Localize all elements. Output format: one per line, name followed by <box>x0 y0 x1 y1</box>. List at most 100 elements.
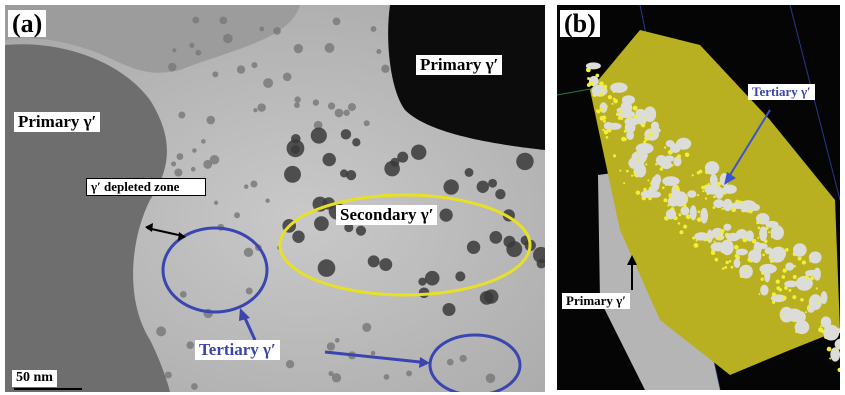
particle <box>666 140 675 147</box>
particle <box>223 34 233 44</box>
particle <box>327 342 335 350</box>
particle <box>172 48 176 52</box>
particle <box>651 176 660 191</box>
particle <box>713 196 716 199</box>
particle <box>830 347 840 361</box>
particle <box>603 85 607 89</box>
particle <box>318 259 336 277</box>
particle <box>838 368 842 372</box>
particle <box>739 200 742 203</box>
particle <box>785 262 794 270</box>
particle <box>702 190 704 192</box>
particle <box>323 153 336 166</box>
particle <box>178 112 185 119</box>
particle <box>745 269 748 272</box>
particle <box>253 108 257 112</box>
particle <box>816 287 818 289</box>
particle <box>335 109 344 118</box>
particle <box>637 158 640 161</box>
particle <box>590 81 594 85</box>
particle <box>459 355 466 362</box>
particle <box>397 152 408 163</box>
particle <box>729 260 731 262</box>
particle <box>486 374 496 384</box>
particle <box>177 153 184 160</box>
particle <box>600 102 608 113</box>
particle <box>294 102 300 108</box>
particle <box>210 155 220 165</box>
particle <box>418 278 426 286</box>
particle <box>599 81 604 86</box>
particle <box>610 82 628 92</box>
particle <box>660 161 672 169</box>
particle <box>489 231 502 244</box>
particle <box>192 148 196 152</box>
particle <box>379 258 392 271</box>
particle <box>623 182 625 184</box>
particle <box>439 208 452 221</box>
particle <box>710 174 718 186</box>
particle <box>356 226 366 236</box>
particle <box>683 225 687 229</box>
particle <box>723 224 731 231</box>
particle <box>314 216 329 231</box>
particle <box>793 243 807 256</box>
particle <box>662 176 679 186</box>
particle <box>171 161 176 166</box>
particle <box>246 288 253 295</box>
particle <box>648 132 653 137</box>
particle <box>332 373 341 382</box>
particle <box>346 170 356 180</box>
particle <box>602 129 604 131</box>
particle <box>192 17 199 24</box>
particle <box>165 371 172 378</box>
particle <box>621 137 626 142</box>
particle <box>690 205 697 220</box>
particle <box>362 323 371 332</box>
particle <box>725 261 728 264</box>
particle <box>287 139 305 157</box>
annotation: Secondary γ′ <box>336 205 437 225</box>
particle <box>411 145 426 160</box>
particle <box>442 303 455 316</box>
particle <box>214 201 218 205</box>
particle <box>678 222 681 225</box>
particle <box>618 116 622 120</box>
particle <box>841 365 843 367</box>
particle <box>645 163 647 165</box>
particle <box>195 50 201 56</box>
particle <box>731 266 734 269</box>
particle <box>191 383 198 390</box>
particle <box>335 338 340 343</box>
particle <box>749 210 753 214</box>
particle <box>683 204 686 207</box>
particle <box>333 18 341 26</box>
particle <box>294 96 300 102</box>
particle <box>685 152 690 157</box>
particle <box>371 26 377 32</box>
particle <box>384 374 390 380</box>
particle <box>506 241 522 257</box>
panel-label: (a) <box>8 10 46 37</box>
particle <box>697 194 699 196</box>
particle <box>779 288 783 292</box>
particle <box>425 271 440 286</box>
particle <box>244 184 249 189</box>
particle <box>818 327 823 332</box>
particle <box>821 291 828 304</box>
particle <box>381 65 389 73</box>
particle <box>761 278 764 281</box>
particle <box>641 123 645 127</box>
particle <box>679 230 683 234</box>
particle <box>586 62 601 69</box>
particle <box>782 296 786 300</box>
particle <box>694 232 709 241</box>
particle <box>666 209 676 219</box>
particle <box>768 231 770 233</box>
particle <box>191 167 196 172</box>
page: (a) Primary γ′ Primary γ′ γ′ depleted zo… <box>0 0 845 395</box>
particle <box>613 154 616 157</box>
particle <box>646 138 648 140</box>
particle <box>793 275 797 279</box>
particle <box>757 237 759 239</box>
